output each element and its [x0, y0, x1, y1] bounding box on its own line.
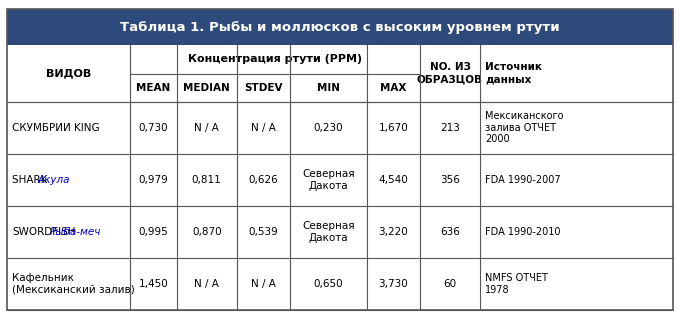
Text: 0,811: 0,811: [192, 175, 222, 185]
Text: SWORDFISH: SWORDFISH: [12, 227, 75, 237]
Text: N / A: N / A: [194, 279, 219, 289]
FancyBboxPatch shape: [7, 9, 673, 45]
Text: 60: 60: [443, 279, 456, 289]
Text: Рыба-меч: Рыба-меч: [50, 227, 101, 237]
Text: MAX: MAX: [380, 83, 407, 93]
Text: MIN: MIN: [317, 83, 340, 93]
Text: MEDIAN: MEDIAN: [184, 83, 230, 93]
Text: FDA 1990-2010: FDA 1990-2010: [486, 227, 561, 237]
Text: 0,995: 0,995: [139, 227, 168, 237]
Text: FDA 1990-2007: FDA 1990-2007: [486, 175, 561, 185]
Text: Кафельник
(Мексиканский залив): Кафельник (Мексиканский залив): [12, 273, 135, 295]
Text: 0,650: 0,650: [313, 279, 343, 289]
Text: Таблица 1. Рыбы и моллюсков с высоким уровнем ртути: Таблица 1. Рыбы и моллюсков с высоким ур…: [120, 21, 560, 34]
Text: 0,870: 0,870: [192, 227, 222, 237]
Text: Северная
Дакота: Северная Дакота: [302, 221, 355, 243]
Text: Источник
данных: Источник данных: [486, 62, 543, 85]
Text: 4,540: 4,540: [379, 175, 408, 185]
Text: 356: 356: [440, 175, 460, 185]
Text: N / A: N / A: [251, 123, 276, 133]
Text: СКУМБРИИ KING: СКУМБРИИ KING: [12, 123, 100, 133]
Text: 636: 636: [440, 227, 460, 237]
Text: Концентрация ртути (PPM): Концентрация ртути (PPM): [188, 54, 362, 64]
Text: NO. ИЗ
ОБРАЗЦОВ: NO. ИЗ ОБРАЗЦОВ: [417, 62, 483, 85]
Text: 3,730: 3,730: [379, 279, 408, 289]
Text: Акула: Акула: [37, 175, 70, 185]
Text: Северная
Дакота: Северная Дакота: [302, 169, 355, 191]
Text: SHARK: SHARK: [12, 175, 51, 185]
Text: 0,730: 0,730: [139, 123, 168, 133]
FancyBboxPatch shape: [7, 45, 673, 102]
Text: 3,220: 3,220: [379, 227, 408, 237]
Text: 0,979: 0,979: [139, 175, 168, 185]
Text: STDEV: STDEV: [244, 83, 283, 93]
Text: N / A: N / A: [194, 123, 219, 133]
Text: 1,670: 1,670: [379, 123, 408, 133]
Text: 213: 213: [440, 123, 460, 133]
Text: 0,539: 0,539: [248, 227, 278, 237]
Text: N / A: N / A: [251, 279, 276, 289]
Text: 1,450: 1,450: [139, 279, 168, 289]
Text: Мексиканского
залива ОТЧЕТ
2000: Мексиканского залива ОТЧЕТ 2000: [486, 111, 564, 144]
Text: 0,230: 0,230: [313, 123, 343, 133]
Text: NMFS ОТЧЕТ
1978: NMFS ОТЧЕТ 1978: [486, 273, 548, 295]
Text: MEAN: MEAN: [136, 83, 171, 93]
Text: 0,626: 0,626: [248, 175, 278, 185]
Text: ВИДОВ: ВИДОВ: [46, 69, 91, 79]
